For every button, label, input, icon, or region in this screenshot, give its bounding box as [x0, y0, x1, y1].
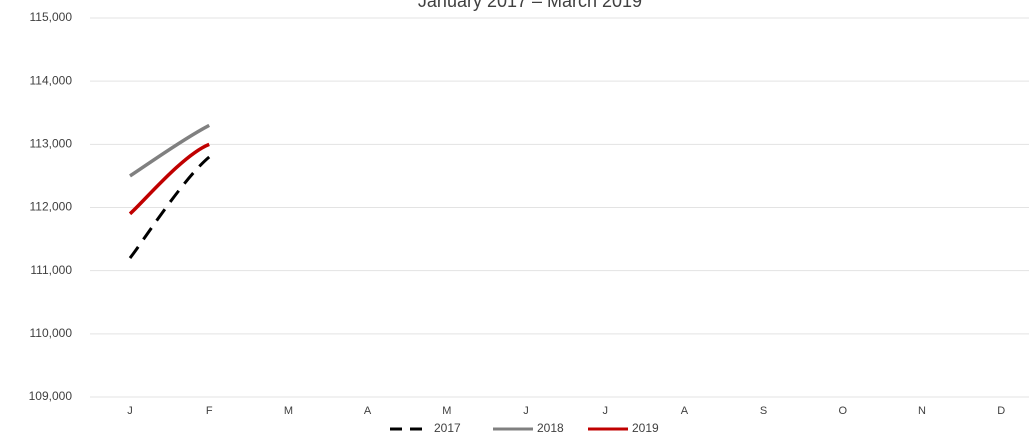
legend-label: 2019: [632, 421, 659, 435]
legend-label: 2017: [434, 421, 461, 435]
series-line: [128, 155, 211, 259]
x-tick-label: D: [997, 405, 1005, 417]
x-tick-label: M: [284, 405, 293, 417]
x-tick-label: F: [206, 405, 213, 417]
x-tick-label: A: [681, 405, 689, 417]
y-tick-label: 110,000: [30, 326, 73, 340]
y-tick-label: 115,000: [30, 10, 73, 24]
y-tick-label: 111,000: [30, 263, 72, 277]
x-tick-label: N: [918, 405, 926, 417]
series-line: [129, 123, 211, 178]
x-tick-label: J: [127, 405, 133, 417]
y-tick-label: 112,000: [30, 200, 73, 214]
series-line: [128, 142, 210, 216]
x-tick-label: A: [364, 405, 372, 417]
x-tick-label: J: [523, 405, 529, 417]
y-tick-label: 113,000: [30, 137, 73, 151]
y-tick-label: 114,000: [30, 73, 73, 87]
x-tick-label: M: [442, 405, 451, 417]
x-tick-label: S: [760, 405, 767, 417]
legend-label: 2018: [537, 421, 564, 435]
x-tick-label: J: [602, 405, 608, 417]
x-tick-label: O: [839, 405, 848, 417]
y-tick-label: 109,000: [29, 389, 73, 403]
chart-title: January 2017 – March 2019: [418, 0, 642, 11]
